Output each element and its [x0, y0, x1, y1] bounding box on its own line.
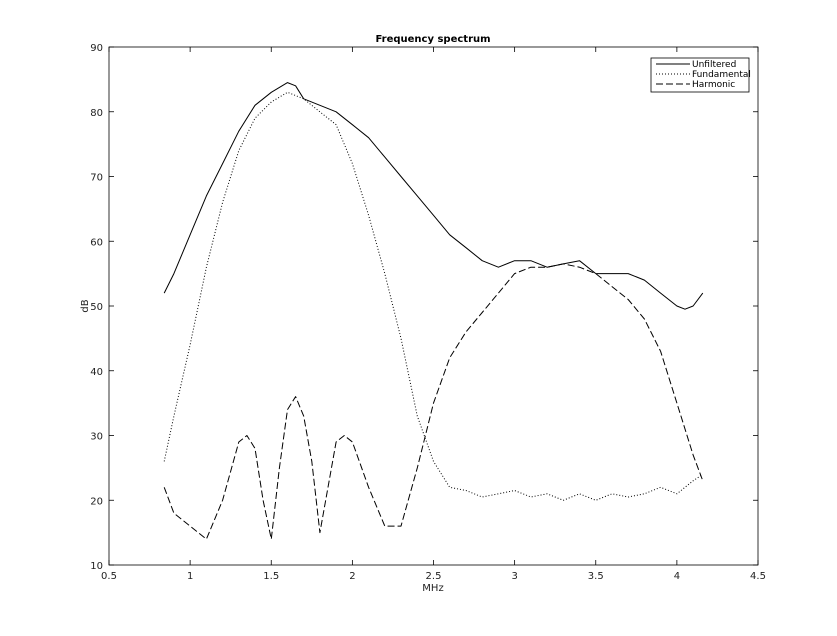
series-line-harmonic	[163, 263, 704, 540]
axis-ticks: 0.5 1 1.5 2 2.5 3 3.5 4 4.5 10 20 30 40 50 60 70 80 90	[90, 43, 766, 582]
legend-label-fundamental: Fundamental	[692, 70, 751, 80]
y-tick-label: 10	[90, 561, 103, 572]
x-tick-label: 0.5	[101, 571, 117, 582]
y-tick-label: 70	[90, 173, 103, 184]
x-tick-label: 2.5	[426, 571, 442, 582]
x-tick-label: 2	[349, 571, 355, 582]
y-tick-label: 40	[90, 367, 103, 378]
y-tick-label: 20	[90, 496, 103, 507]
legend-label-unfiltered: Unfiltered	[692, 60, 736, 70]
chart-title: Frequency spectrum	[375, 34, 490, 45]
y-tick-label: 30	[90, 432, 103, 443]
x-axis-label: MHz	[422, 583, 443, 594]
series-layer	[163, 82, 704, 540]
x-tick-label: 3.5	[588, 571, 604, 582]
legend-label-harmonic: Harmonic	[692, 80, 735, 90]
x-tick-label: 1	[187, 571, 193, 582]
x-tick-label: 3	[511, 571, 517, 582]
series-line-fundamental	[163, 91, 704, 501]
y-axis-label: dB	[80, 299, 91, 312]
series-line-unfiltered	[163, 82, 704, 310]
y-tick-label: 80	[90, 108, 103, 119]
x-tick-label: 4.5	[750, 571, 766, 582]
y-tick-label: 90	[90, 43, 103, 54]
x-tick-label: 4	[674, 571, 680, 582]
plot-area	[108, 46, 759, 566]
y-tick-label: 50	[90, 302, 103, 313]
legend: Unfiltered Fundamental Harmonic	[650, 57, 751, 93]
x-tick-label: 1.5	[263, 571, 279, 582]
y-tick-label: 60	[90, 237, 103, 248]
